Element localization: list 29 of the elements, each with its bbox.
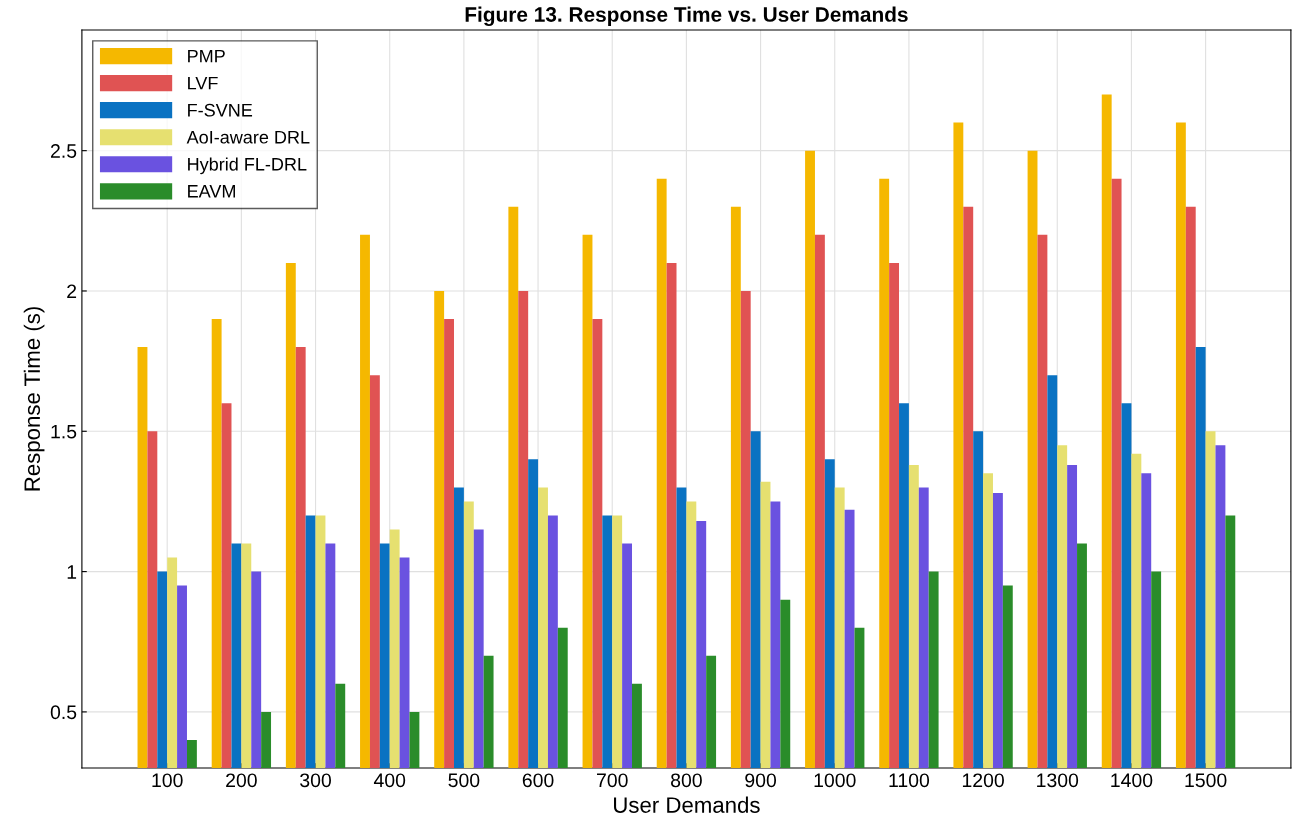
x-axis-title: User Demands [614, 796, 760, 813]
x-tick-label: 1300 [1037, 773, 1079, 788]
x-tick-label: 800 [671, 773, 702, 788]
chart-title: Figure 13. Response Time vs. User Demands [465, 6, 908, 27]
x-tick-label: 700 [597, 773, 628, 788]
y-tick-label: 1.5 [51, 424, 77, 439]
x-tick-label: 500 [448, 773, 480, 788]
x-tick-label: 900 [745, 773, 777, 788]
y-tick-label: 2.5 [50, 144, 77, 158]
legend-label: AoI-aware DRL [186, 131, 310, 144]
x-tick-label: 1400 [1111, 773, 1153, 788]
x-tick-label: 1000 [814, 773, 856, 788]
x-tick-label: 100 [152, 773, 183, 788]
x-tick-label: 300 [300, 773, 331, 788]
x-tick-label: 600 [522, 773, 554, 788]
y-tick-label: 2 [67, 284, 77, 299]
legend-label: Hybrid FL-DRL [188, 157, 307, 175]
y-tick-label: 0.5 [50, 705, 77, 720]
legend-label: F-SVNE [188, 103, 253, 117]
x-tick-label: 400 [373, 773, 406, 788]
x-tick-label: 200 [226, 773, 257, 788]
y-tick-label: 1 [67, 565, 77, 579]
legend-label: LVF [188, 76, 218, 90]
x-tick-label: 1100 [889, 773, 930, 788]
x-tick-label: 1500 [1185, 773, 1227, 788]
legend-label: EAVM [188, 185, 235, 198]
x-tick-label: 1200 [962, 773, 1004, 788]
y-axis-title: Response Time (s) [23, 307, 45, 491]
legend-label: PMP [188, 49, 225, 63]
